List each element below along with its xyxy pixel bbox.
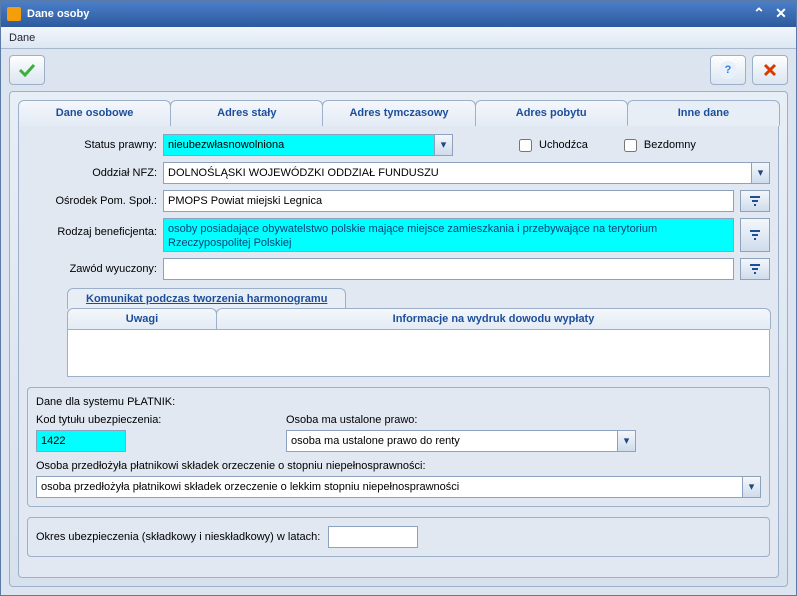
label-zawod: Zawód wyuczony: — [27, 263, 157, 275]
okres-section: Okres ubezpieczenia (składkowy i nieskła… — [27, 517, 770, 557]
checkbox-bezdomny-input[interactable] — [624, 139, 637, 152]
close-icon[interactable]: ✕ — [772, 6, 790, 22]
chevron-down-icon: ▾ — [617, 431, 635, 451]
checkbox-uchodzca-input[interactable] — [519, 139, 532, 152]
chevron-down-icon: ▾ — [434, 135, 452, 155]
window-title: Dane osoby — [27, 8, 89, 20]
toolbar: ? — [1, 49, 796, 91]
lookup-icon — [748, 263, 762, 275]
combo-ustalone-prawo[interactable]: osoba ma ustalone prawo do renty ▾ — [286, 430, 636, 452]
label-oddzial-nfz: Oddział NFZ: — [27, 167, 157, 179]
label-status-prawny: Status prawny: — [27, 139, 157, 151]
checkbox-uchodzca-label: Uchodźca — [539, 139, 588, 151]
input-kod-tytulu[interactable]: 1422 — [36, 430, 126, 452]
input-kod-tytulu-value: 1422 — [41, 435, 65, 447]
checkbox-uchodzca[interactable]: Uchodźca — [515, 136, 588, 155]
titlebar: Dane osoby ⌃ ✕ — [1, 1, 796, 27]
tab-adres-pobytu[interactable]: Adres pobytu — [475, 100, 628, 126]
subtab-strip-bottom: Uwagi Informacje na wydruk dowodu wypłat… — [67, 308, 770, 329]
chevron-down-icon: ▾ — [751, 163, 769, 183]
combo-status-prawny[interactable]: nieubezwłasnowolniona ▾ — [163, 134, 453, 156]
help-icon: ? — [719, 61, 737, 79]
tab-adres-tymczasowy[interactable]: Adres tymczasowy — [322, 100, 475, 126]
tab-dane-osobowe[interactable]: Dane osobowe — [18, 100, 171, 126]
combo-orzeczenie[interactable]: osoba przedłożyła płatnikowi składek orz… — [36, 476, 761, 498]
input-osrodek-value: PMOPS Powiat miejski Legnica — [168, 195, 322, 207]
platnik-section: Dane dla systemu PŁATNIK: Kod tytułu ube… — [27, 387, 770, 507]
checkbox-bezdomny[interactable]: Bezdomny — [620, 136, 696, 155]
chevron-down-icon: ▾ — [742, 477, 760, 497]
minimize-up-icon[interactable]: ⌃ — [750, 6, 768, 22]
lookup-icon — [748, 229, 762, 241]
platnik-header: Dane dla systemu PŁATNIK: — [36, 396, 761, 408]
input-rodzaj-beneficjenta-value: osoby posiadające obywatelstwo polskie m… — [168, 223, 657, 249]
subtab-strip-top: Komunikat podczas tworzenia harmonogramu — [67, 288, 770, 309]
combo-oddzial-nfz[interactable]: DOLNOŚLĄSKI WOJEWÓDZKI ODDZIAŁ FUNDUSZU … — [163, 162, 770, 184]
window: Dane osoby ⌃ ✕ Dane ? Dane osobowe Adres… — [0, 0, 797, 596]
label-osrodek: Ośrodek Pom. Społ.: — [27, 195, 157, 207]
checkbox-bezdomny-label: Bezdomny — [644, 139, 696, 151]
subtab-textarea[interactable] — [67, 329, 770, 377]
main-panel: Dane osobowe Adres stały Adres tymczasow… — [9, 91, 788, 587]
combo-orzeczenie-value: osoba przedłożyła płatnikowi składek orz… — [41, 481, 459, 493]
label-kod-tytulu: Kod tytułu ubezpieczenia: — [36, 414, 266, 426]
lookup-icon — [748, 195, 762, 207]
combo-ustalone-prawo-value: osoba ma ustalone prawo do renty — [291, 435, 460, 447]
input-osrodek[interactable]: PMOPS Powiat miejski Legnica — [163, 190, 734, 212]
lookup-rodzaj-beneficjenta-button[interactable] — [740, 218, 770, 252]
subtab-komunikat[interactable]: Komunikat podczas tworzenia harmonogramu — [67, 288, 346, 309]
input-rodzaj-beneficjenta[interactable]: osoby posiadające obywatelstwo polskie m… — [163, 218, 734, 252]
help-button[interactable]: ? — [710, 55, 746, 85]
tab-adres-staly[interactable]: Adres stały — [170, 100, 323, 126]
combo-oddzial-nfz-value: DOLNOŚLĄSKI WOJEWÓDZKI ODDZIAŁ FUNDUSZU — [168, 167, 439, 179]
checkmark-icon — [18, 63, 36, 77]
label-orzeczenie: Osoba przedłożyła płatnikowi składek orz… — [36, 460, 761, 472]
input-okres[interactable] — [328, 526, 418, 548]
subtab-uwagi[interactable]: Uwagi — [67, 308, 217, 329]
subtab-informacje[interactable]: Informacje na wydruk dowodu wypłaty — [216, 308, 771, 329]
tab-strip: Dane osobowe Adres stały Adres tymczasow… — [18, 100, 779, 126]
cancel-icon — [763, 63, 777, 77]
label-rodzaj-beneficjenta: Rodzaj beneficjenta: — [27, 218, 157, 252]
cancel-button[interactable] — [752, 55, 788, 85]
accept-button[interactable] — [9, 55, 45, 85]
menubar: Dane — [1, 27, 796, 49]
lookup-osrodek-button[interactable] — [740, 190, 770, 212]
tab-body-inne-dane: Status prawny: nieubezwłasnowolniona ▾ U… — [18, 126, 779, 578]
label-okres: Okres ubezpieczenia (składkowy i nieskła… — [36, 531, 320, 543]
app-icon — [7, 7, 21, 21]
menu-dane[interactable]: Dane — [9, 32, 35, 44]
tab-inne-dane[interactable]: Inne dane — [627, 100, 780, 126]
input-zawod[interactable] — [163, 258, 734, 280]
label-ustalone-prawo: Osoba ma ustalone prawo: — [286, 414, 761, 426]
combo-status-prawny-value: nieubezwłasnowolniona — [168, 139, 284, 151]
lookup-zawod-button[interactable] — [740, 258, 770, 280]
